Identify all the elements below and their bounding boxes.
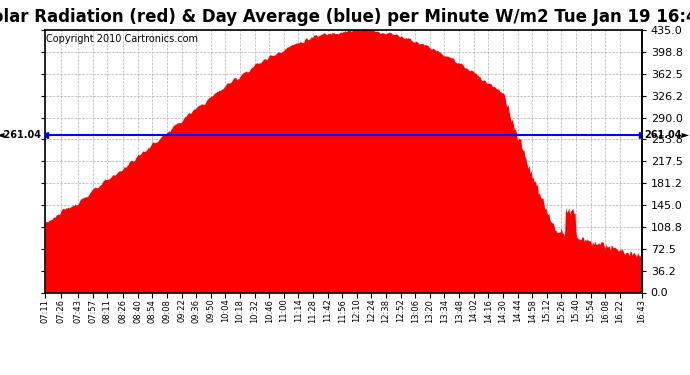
Text: Solar Radiation (red) & Day Average (blue) per Minute W/m2 Tue Jan 19 16:49: Solar Radiation (red) & Day Average (blu… <box>0 8 690 26</box>
Text: ◄261.04: ◄261.04 <box>0 130 42 140</box>
Text: Copyright 2010 Cartronics.com: Copyright 2010 Cartronics.com <box>46 34 198 44</box>
Text: 261.04►: 261.04► <box>644 130 689 140</box>
